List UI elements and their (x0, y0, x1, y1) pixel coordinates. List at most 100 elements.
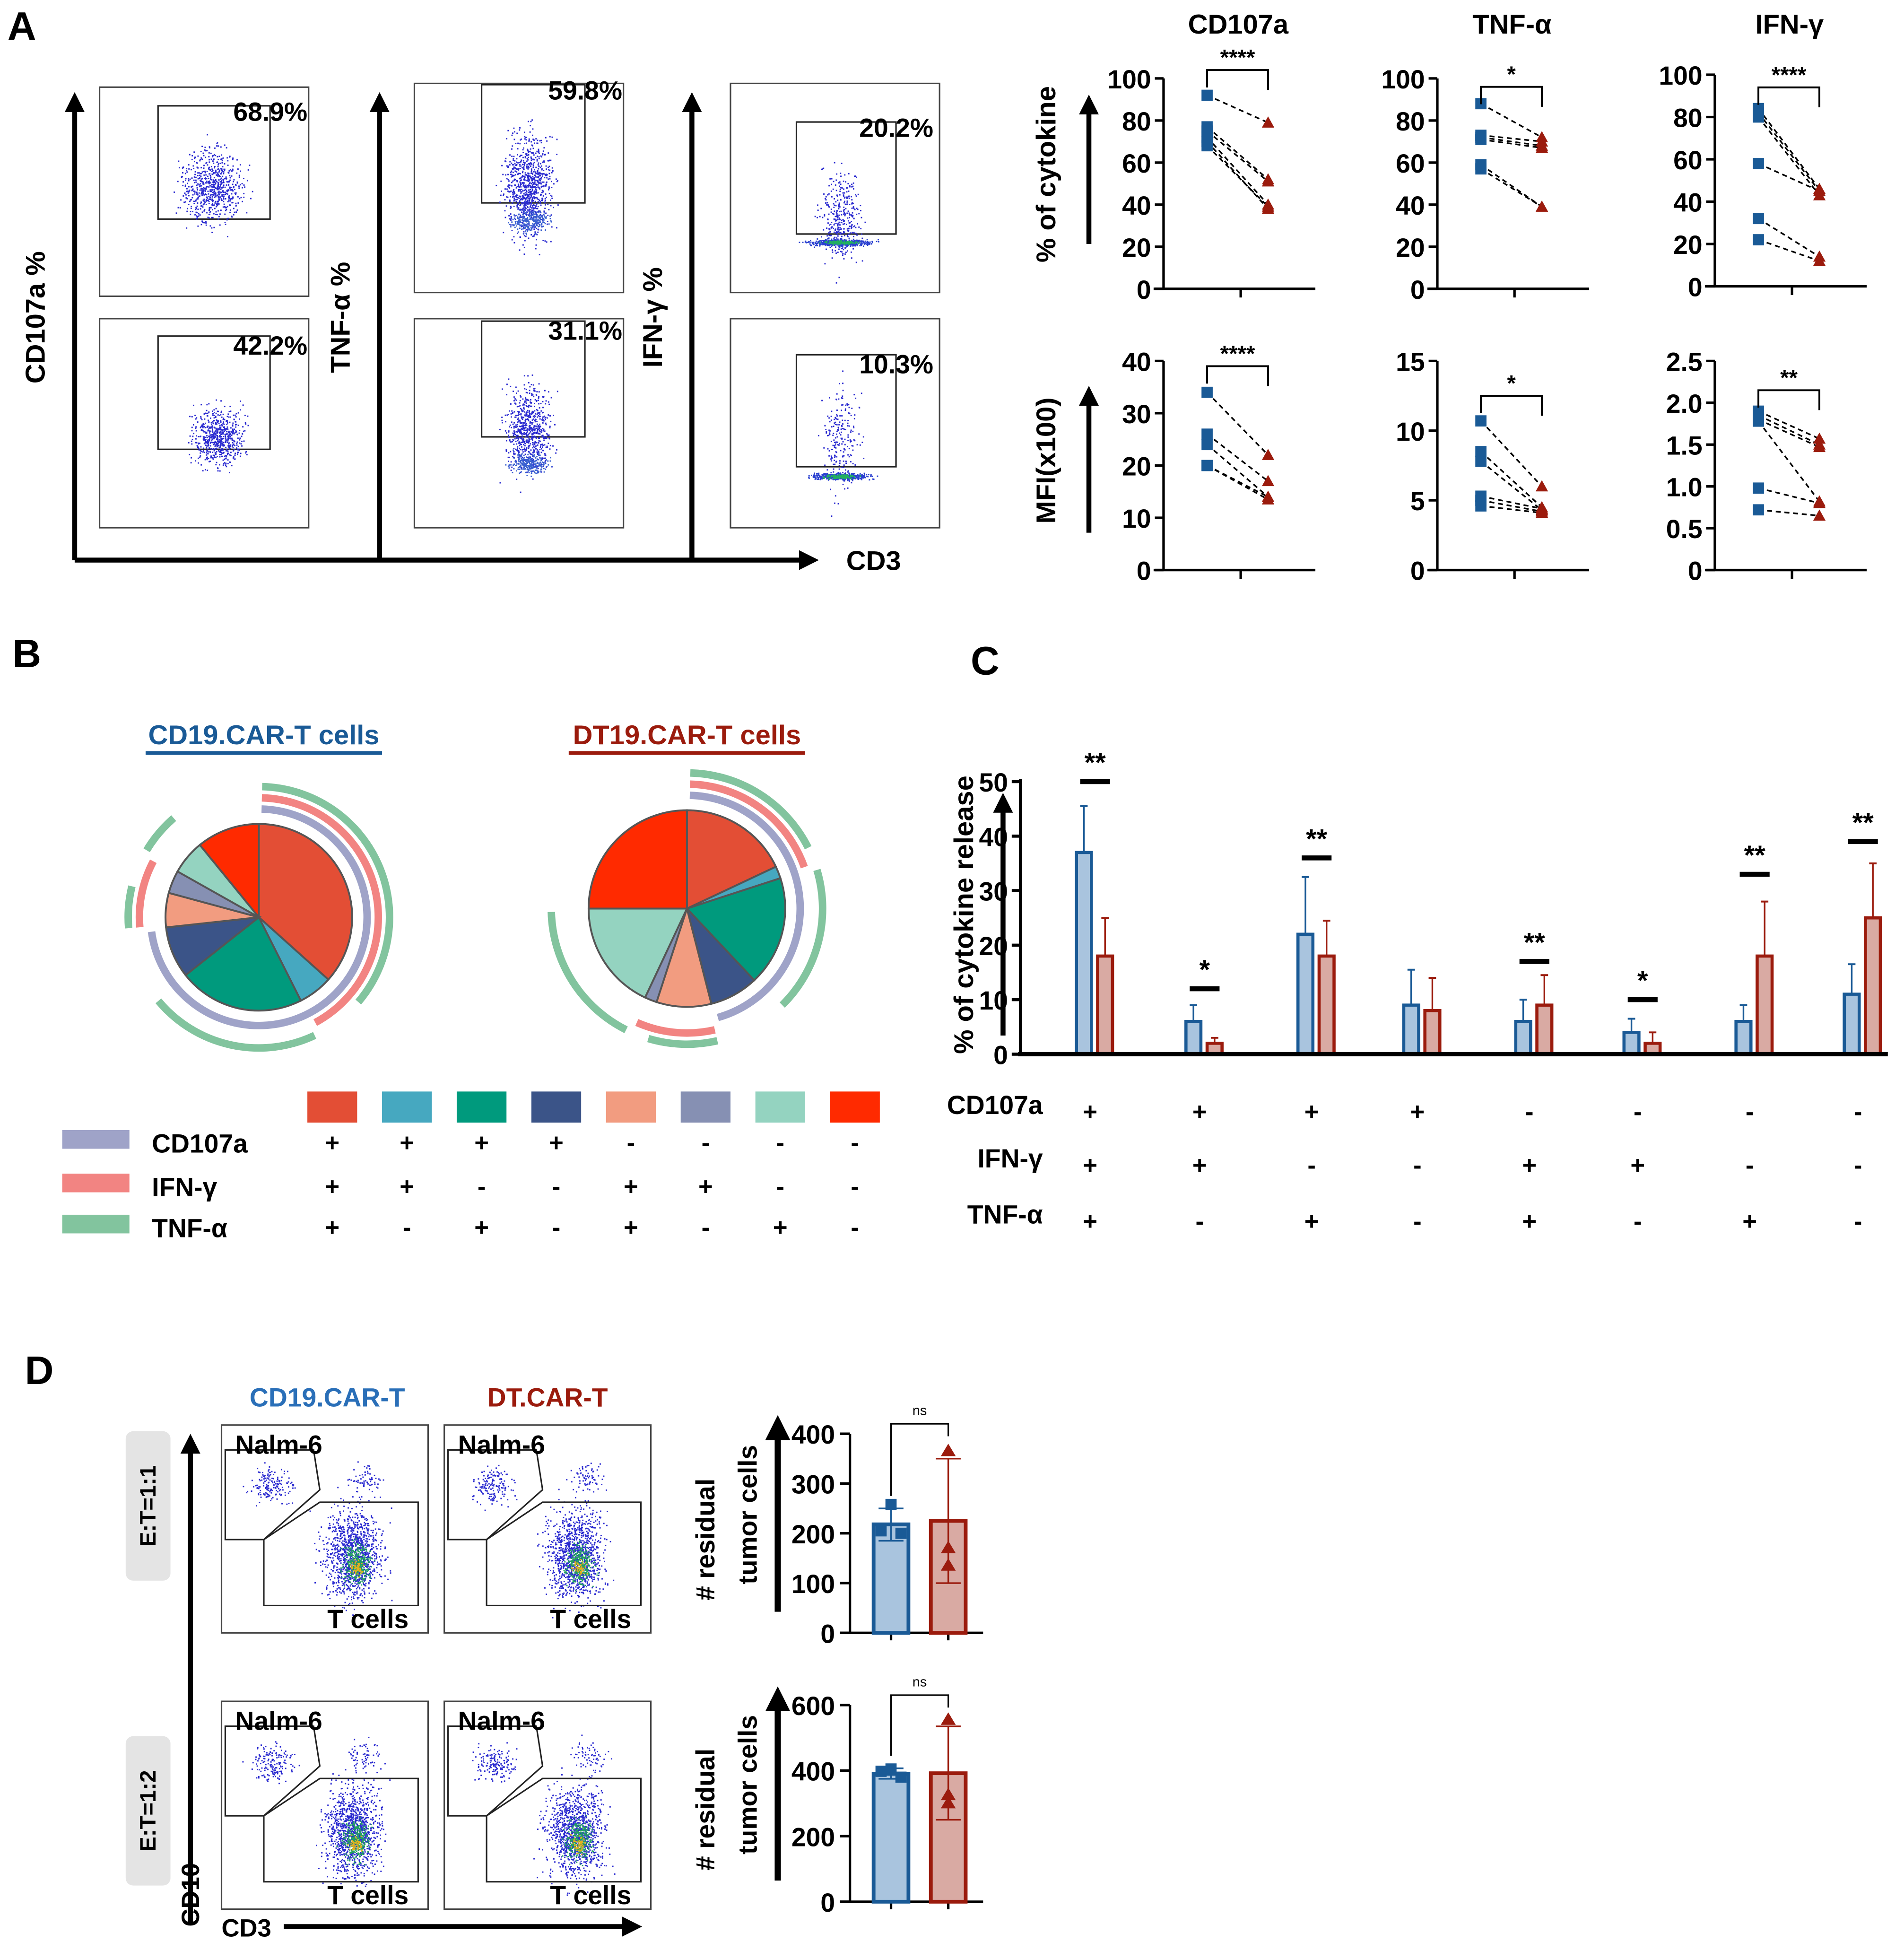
category-swatch (456, 1091, 507, 1123)
y-tick-label: 200 (791, 1520, 835, 1549)
pair-line (1480, 499, 1542, 513)
y-tick-label: 300 (791, 1470, 835, 1499)
cell-events (570, 1834, 586, 1855)
pair-line (1480, 451, 1543, 508)
y-tick-label: 20 (1673, 230, 1702, 260)
gate-percentage: 20.2% (859, 113, 933, 143)
pair-line (1206, 137, 1269, 205)
cell-events (819, 240, 861, 246)
dt-point (1261, 475, 1275, 487)
gate-label-nalm6: Nalm-6 (458, 1430, 545, 1459)
category-swatch (606, 1091, 656, 1123)
y-tick-label: 80 (1122, 107, 1151, 136)
cd19-point (1753, 504, 1764, 516)
cell-events (499, 374, 558, 493)
dt-point (1535, 480, 1548, 492)
y-tick-label: 1.5 (1666, 431, 1703, 460)
y-tick-label: 15 (1396, 347, 1425, 376)
bar (1734, 1019, 1753, 1056)
significance-label: * (1637, 966, 1648, 996)
pie-slice (686, 809, 777, 910)
residual-tumor-bar-chart: # residual tumor cells 0 200 400 600 ns (691, 1674, 983, 1917)
gate-label-nalm6: Nalm-6 (458, 1707, 545, 1736)
pie-slice (686, 908, 756, 1005)
gate-nalm6 (447, 1449, 544, 1541)
pair-line (1480, 495, 1542, 510)
cd19-point (1475, 446, 1487, 457)
marker-sign: + (549, 1129, 564, 1157)
marker-sign: + (773, 1214, 788, 1242)
pair-line (1207, 94, 1269, 123)
marker-sign: - (1854, 1208, 1862, 1236)
cell-events (472, 1742, 518, 1783)
y-tick-label: 100 (791, 1569, 835, 1599)
marker-ring-tnf (143, 815, 176, 853)
cd19-point (1201, 439, 1213, 451)
cell-events (571, 1559, 588, 1576)
y-tick-label: 20 (1396, 233, 1425, 262)
marker-sign: + (1083, 1151, 1097, 1179)
gate-tcells (263, 1501, 419, 1606)
marker-sign: + (1522, 1151, 1537, 1179)
paired-plot: CD107a 0 20 40 60 80 100 **** (1107, 9, 1316, 305)
dt-point (1261, 116, 1275, 128)
marker-legend-swatch (62, 1174, 130, 1193)
cd19-point (885, 1763, 897, 1775)
significance-label: ns (913, 1403, 927, 1419)
pair-line (1480, 505, 1542, 514)
dt-point (1813, 184, 1826, 196)
marker-ring-tnf (155, 998, 316, 1052)
dt-point (1813, 441, 1826, 453)
y-axis-label: # residual (691, 1749, 720, 1871)
cd19-point (1201, 140, 1213, 152)
y-tick-label: 400 (791, 1420, 835, 1449)
flow-y-label: CD107a % (21, 251, 51, 383)
y-tick-label: 40 (1122, 191, 1151, 220)
cell-events (242, 1741, 300, 1785)
cell-events (508, 209, 552, 235)
marker-sign: - (776, 1129, 785, 1157)
category-swatch (307, 1091, 357, 1123)
bar (1756, 954, 1774, 1056)
panel-label-a: A (8, 4, 36, 48)
significance-bracket (1757, 389, 1820, 410)
bar (1843, 993, 1861, 1056)
plot-title: CD107a (1188, 9, 1289, 40)
dt-point (1813, 254, 1826, 266)
marker-sign: - (1634, 1098, 1642, 1126)
dt-point (1535, 506, 1548, 518)
dt-point (1261, 493, 1275, 505)
pair-line (1758, 218, 1820, 258)
pair-line (1757, 112, 1820, 192)
y-tick-label: 60 (1122, 149, 1151, 178)
dt-point (940, 1541, 956, 1553)
marker-legend-swatch (62, 1130, 130, 1149)
marker-legend-swatch (62, 1214, 130, 1234)
residual-tumor-bar-chart: # residual tumor cells 0 100 200 300 400 ns (691, 1403, 983, 1648)
significance-label: ns (913, 1674, 927, 1689)
marker-ring-ifn (690, 780, 808, 869)
marker-sign: + (325, 1173, 339, 1201)
gate-nalm6 (224, 1725, 321, 1817)
cd19-point (895, 1527, 907, 1539)
cd19-point (1753, 234, 1764, 245)
y-tick-label: 0 (1137, 557, 1151, 586)
y-axis-label: # residual (691, 1479, 720, 1601)
pair-line (1480, 103, 1542, 138)
gate-percentage: 68.9% (233, 97, 307, 126)
marker-sign: + (474, 1129, 489, 1157)
significance-bracket (890, 1423, 949, 1496)
marker-legend-label: TNF-α (152, 1213, 227, 1243)
category-swatch (830, 1091, 880, 1123)
panel-label-d: D (25, 1348, 54, 1393)
pair-line (1757, 108, 1820, 190)
panel-a-flow: CD107a % TNF-α % IFN-γ % CD3 68.9% 42.2% 59.8%… (21, 76, 940, 576)
y-tick-label: 0 (1137, 275, 1151, 305)
marker-sign: - (1196, 1208, 1204, 1236)
dt-point (940, 1444, 956, 1456)
bar (1317, 954, 1336, 1056)
pair-line (1758, 239, 1820, 262)
cd19-point (1753, 213, 1764, 225)
marker-sign: - (552, 1173, 561, 1201)
